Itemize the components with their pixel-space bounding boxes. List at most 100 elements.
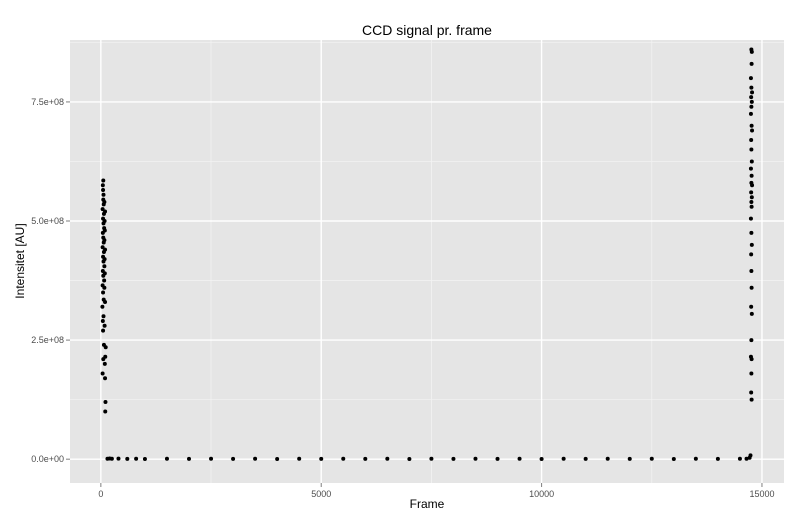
data-point — [100, 304, 105, 309]
data-point — [748, 216, 753, 221]
data-point — [134, 456, 139, 461]
data-point — [209, 456, 214, 461]
data-point — [749, 357, 754, 362]
data-point — [749, 304, 754, 309]
data-point — [517, 456, 522, 461]
data-point — [102, 285, 107, 290]
data-point — [748, 76, 753, 81]
data-point — [749, 173, 754, 178]
data-point — [100, 183, 105, 188]
data-point — [749, 95, 754, 100]
data-point — [102, 323, 107, 328]
data-point — [748, 111, 753, 116]
data-point — [231, 456, 236, 461]
data-point — [102, 238, 107, 243]
data-point — [101, 178, 106, 183]
data-point — [539, 456, 544, 461]
data-point — [102, 264, 107, 269]
data-point — [473, 456, 478, 461]
data-point — [103, 376, 108, 381]
data-point — [750, 90, 755, 95]
data-point — [561, 456, 566, 461]
y-axis-title: Intensitet [AU] — [13, 223, 27, 298]
data-point — [749, 371, 754, 376]
data-point — [125, 456, 130, 461]
data-point — [749, 138, 754, 143]
data-point — [164, 456, 169, 461]
data-point — [671, 456, 676, 461]
data-point — [749, 159, 754, 164]
data-point — [102, 257, 107, 262]
data-point — [103, 400, 108, 405]
data-point — [100, 319, 105, 324]
data-point — [102, 271, 107, 276]
data-point — [749, 147, 754, 152]
data-point — [627, 456, 632, 461]
data-point — [749, 123, 754, 128]
data-point — [385, 456, 390, 461]
y-axis: 0.0e+00 2.5e+08 5.0e+08 7.5e+08 — [31, 97, 70, 464]
y-tick-label: 0.0e+00 — [31, 454, 64, 464]
data-point — [101, 314, 106, 319]
data-point — [102, 228, 107, 233]
x-axis-title: Frame — [410, 497, 445, 511]
data-point — [750, 128, 755, 133]
data-point — [583, 456, 588, 461]
data-point — [749, 252, 754, 257]
chart-title: CCD signal pr. frame — [362, 22, 492, 38]
data-point — [103, 247, 108, 252]
data-point — [142, 456, 147, 461]
data-point — [749, 104, 754, 109]
data-point — [103, 209, 108, 214]
data-point — [429, 456, 434, 461]
y-tick-label: 2.5e+08 — [31, 335, 64, 345]
data-point — [363, 456, 368, 461]
minor-grid — [70, 40, 784, 483]
data-point — [103, 409, 108, 414]
x-tick-label: 15000 — [749, 489, 774, 499]
data-point — [101, 192, 106, 197]
data-point — [102, 199, 107, 204]
data-point — [737, 456, 742, 461]
data-point — [693, 456, 698, 461]
data-point — [749, 338, 754, 343]
data-point — [749, 199, 754, 204]
y-tick-label: 7.5e+08 — [31, 97, 64, 107]
data-point — [407, 456, 412, 461]
data-point — [749, 85, 754, 90]
data-point — [749, 390, 754, 395]
data-point — [100, 371, 105, 376]
data-point — [749, 230, 754, 235]
data-point — [495, 456, 500, 461]
x-tick-label: 10000 — [529, 489, 554, 499]
data-point — [103, 299, 108, 304]
data-point — [749, 204, 754, 209]
data-point — [748, 453, 753, 458]
data-point — [103, 354, 108, 359]
y-tick-label: 5.0e+08 — [31, 216, 64, 226]
data-point — [101, 328, 106, 333]
data-point — [744, 456, 749, 461]
data-point — [187, 456, 191, 461]
x-axis: 0 5000 10000 15000 — [98, 483, 774, 499]
data-point — [749, 61, 754, 66]
data-point — [341, 456, 346, 461]
data-point — [749, 195, 754, 200]
data-point — [749, 242, 754, 247]
data-point — [748, 166, 753, 171]
data-point — [749, 269, 754, 274]
data-point — [715, 456, 720, 461]
data-point — [109, 456, 114, 461]
data-point — [103, 345, 108, 350]
plot-panel — [70, 40, 784, 483]
data-point — [750, 183, 755, 188]
data-point — [101, 188, 106, 193]
data-point — [102, 361, 107, 366]
data-point — [102, 219, 107, 224]
data-point — [749, 311, 754, 316]
data-point — [102, 278, 107, 283]
x-tick-label: 5000 — [311, 489, 331, 499]
x-tick-label: 0 — [98, 489, 103, 499]
data-point — [116, 456, 121, 461]
